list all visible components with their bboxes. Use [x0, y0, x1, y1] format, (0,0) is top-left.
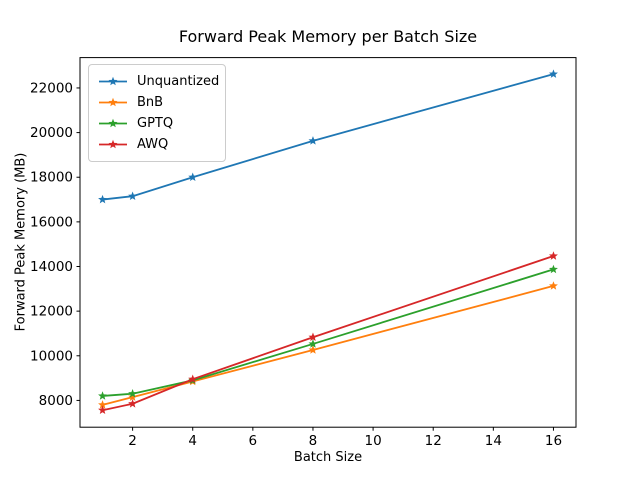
legend-line-star-icon — [99, 139, 127, 149]
data-point-star-icon — [188, 172, 198, 182]
data-point-star-icon — [308, 345, 318, 354]
data-point-star-icon — [128, 392, 138, 401]
x-tick-label: 2 — [128, 433, 137, 449]
y-tick-label: 14000 — [30, 259, 73, 275]
x-tick-label: 10 — [364, 433, 381, 449]
data-point-star-icon — [98, 391, 108, 400]
legend-item-unquantized: Unquantized — [98, 71, 220, 92]
legend-label: BnB — [137, 95, 164, 110]
legend-item-bnb: BnB — [98, 92, 217, 113]
y-tick-label: 22000 — [30, 80, 73, 96]
x-tick-label: 12 — [425, 433, 442, 449]
legend-item-gptq: GPTQ — [98, 113, 217, 134]
x-axis-label: Batch Size — [293, 450, 363, 465]
legend-item-awq: AWQ — [98, 134, 217, 155]
data-point-star-icon — [548, 281, 558, 290]
data-point-star-icon — [98, 400, 108, 409]
legend-line-star-icon — [99, 97, 127, 107]
data-point-star-icon — [188, 374, 198, 384]
y-tick-label: 16000 — [30, 214, 73, 230]
data-point-star-icon — [548, 264, 558, 274]
data-point-star-icon — [98, 194, 108, 204]
chart-title: Forward Peak Memory per Batch Size — [178, 27, 478, 46]
x-tick-label: 16 — [545, 433, 562, 449]
x-tick-label: 6 — [249, 433, 258, 449]
data-point-star-icon — [308, 332, 318, 342]
data-point-star-icon — [308, 339, 318, 348]
data-point-star-icon — [548, 251, 558, 260]
legend-line-star-icon — [99, 118, 127, 128]
data-point-star-icon — [98, 405, 108, 415]
x-tick-label: 8 — [309, 433, 318, 449]
y-tick-label: 12000 — [30, 304, 73, 320]
axes-frame — [79, 57, 577, 428]
data-point-star-icon — [128, 191, 138, 200]
y-tick-label: 8000 — [39, 393, 73, 409]
legend-line-star-icon — [99, 76, 127, 86]
data-point-star-icon — [128, 399, 138, 408]
y-tick-label: 10000 — [30, 348, 73, 364]
data-point-star-icon — [128, 389, 138, 398]
data-point-star-icon — [548, 69, 558, 78]
legend-label: Unquantized — [137, 74, 220, 89]
legend: Unquantized BnB GPTQ AWQ — [88, 64, 226, 162]
x-tick-label: 4 — [188, 433, 197, 449]
y-tick-label: 18000 — [30, 170, 73, 186]
series-line-bnb — [101, 285, 555, 406]
legend-label: AWQ — [137, 137, 169, 152]
y-tick-label: 20000 — [30, 125, 73, 141]
x-tick-label: 14 — [485, 433, 502, 449]
legend-label: GPTQ — [137, 116, 174, 131]
data-point-star-icon — [308, 136, 318, 145]
